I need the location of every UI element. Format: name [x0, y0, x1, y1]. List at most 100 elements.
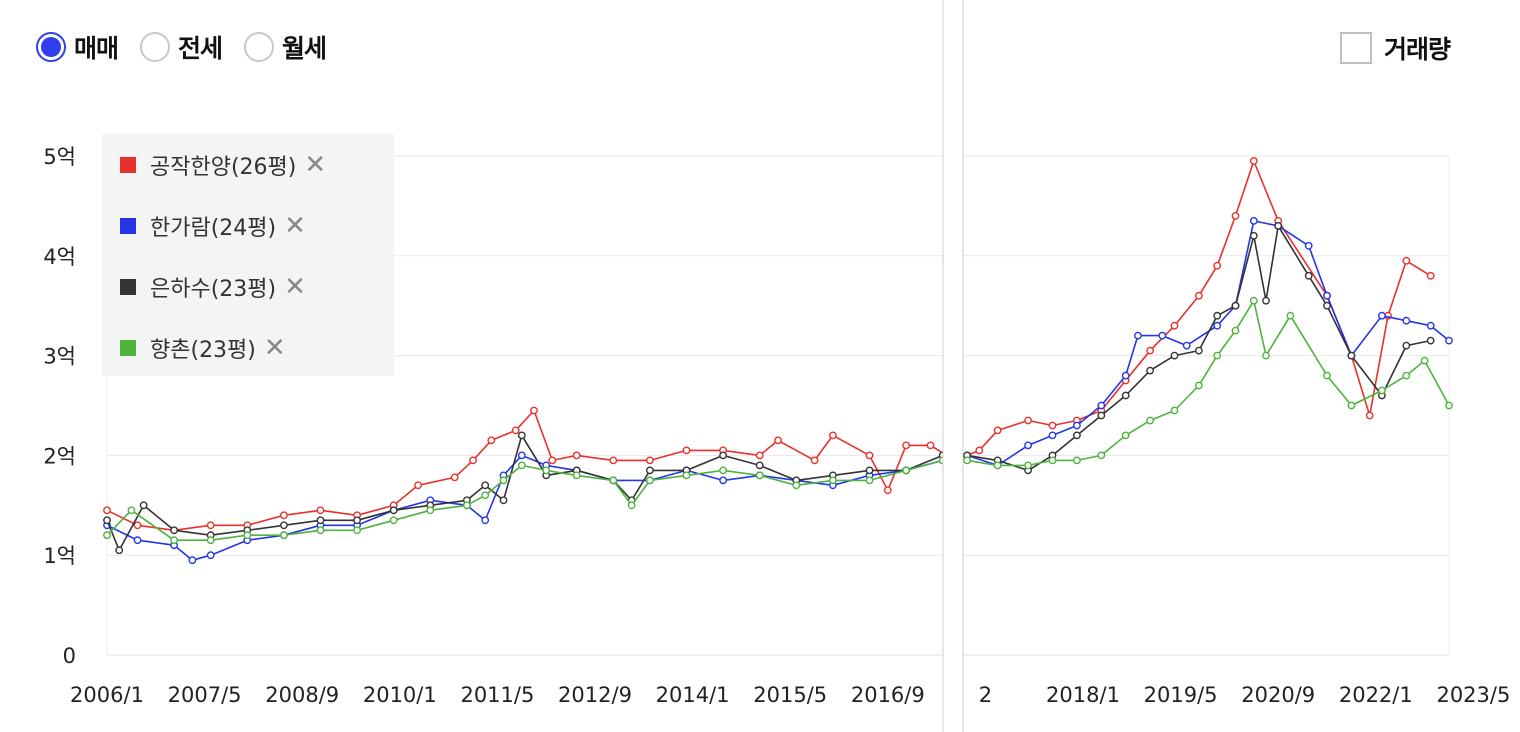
data-point	[499, 476, 508, 485]
data-point	[1426, 271, 1435, 280]
data-point	[627, 501, 636, 510]
close-icon[interactable]: ✕	[263, 333, 286, 363]
close-icon[interactable]: ✕	[284, 272, 306, 302]
data-point	[1170, 406, 1179, 415]
x-tick-label: 2022/1	[1339, 683, 1413, 707]
data-point	[572, 471, 581, 480]
x-tick-label: 2011/5	[460, 683, 534, 707]
data-point	[719, 476, 727, 485]
data-point	[206, 551, 215, 560]
data-point	[1195, 381, 1203, 390]
data-point	[646, 456, 654, 465]
y-tick-label: 3억	[43, 345, 76, 369]
data-point	[548, 456, 557, 465]
x-tick-label: 2014/1	[656, 683, 730, 707]
data-point	[469, 456, 477, 465]
data-point	[1378, 386, 1386, 395]
data-point	[188, 556, 197, 565]
data-point	[1304, 271, 1313, 280]
close-icon[interactable]: ✕	[284, 211, 306, 241]
x-tick-label: 2020/9	[1241, 683, 1315, 707]
series-line	[106, 160, 1432, 532]
radio-jeonse-label: 전세	[178, 34, 223, 63]
data-point	[1402, 341, 1411, 350]
x-tick-label: 2012/9	[558, 683, 632, 707]
data-point	[1097, 451, 1106, 460]
data-point	[389, 516, 398, 525]
trade-type-selector: 매매 전세 월세	[36, 28, 348, 66]
legend-label: 공작한양(26평)	[150, 155, 297, 180]
legend-swatch	[120, 340, 136, 356]
data-point	[1249, 296, 1258, 305]
radio-jeonse-indicator[interactable]	[140, 32, 171, 62]
data-point	[481, 516, 490, 525]
data-point	[1249, 231, 1258, 240]
data-point	[755, 471, 764, 480]
y-tick-label: 0	[63, 644, 76, 668]
data-point	[1213, 321, 1222, 330]
data-point	[1146, 366, 1155, 375]
y-tick-label: 1억	[43, 544, 76, 568]
data-point	[103, 516, 111, 525]
data-point	[774, 436, 782, 445]
radio-sale-label: 매매	[74, 34, 119, 63]
data-point	[1426, 336, 1435, 345]
data-point	[133, 521, 142, 530]
data-point	[865, 466, 874, 475]
data-point	[1213, 261, 1222, 270]
radio-monthly-rent-indicator[interactable]	[244, 32, 275, 62]
data-point	[1445, 401, 1453, 410]
data-point	[1426, 321, 1435, 330]
data-point	[682, 446, 691, 455]
data-point	[829, 476, 837, 485]
data-point	[1073, 431, 1081, 440]
data-point	[1048, 431, 1057, 440]
legend-swatch	[120, 279, 136, 295]
x-tick-label: 2	[979, 683, 992, 707]
data-point	[517, 451, 526, 460]
data-point	[1213, 311, 1222, 320]
data-point	[450, 473, 459, 482]
data-point	[975, 446, 984, 455]
data-point	[609, 456, 618, 465]
x-tick-label: 2006/1	[70, 683, 144, 707]
data-point	[719, 466, 727, 475]
radio-monthly-rent[interactable]: 월세	[244, 29, 327, 65]
data-point	[1304, 241, 1313, 250]
volume-toggle[interactable]: 거래량	[1340, 30, 1451, 66]
data-point	[1323, 301, 1331, 310]
data-point	[1134, 331, 1142, 340]
data-point	[1024, 461, 1033, 470]
data-point	[389, 506, 398, 515]
data-point	[481, 481, 490, 490]
data-point	[993, 461, 1002, 470]
radio-sale-indicator[interactable]	[36, 32, 66, 62]
data-point	[133, 536, 142, 545]
data-point	[1445, 336, 1453, 345]
data-point	[487, 436, 496, 445]
data-point	[1097, 411, 1106, 420]
close-icon[interactable]: ✕	[304, 150, 327, 180]
data-point	[1121, 371, 1130, 380]
data-point	[1121, 431, 1130, 440]
data-point	[1378, 311, 1386, 320]
radio-jeonse[interactable]: 전세	[140, 29, 223, 65]
data-point	[1323, 291, 1331, 300]
volume-checkbox[interactable]	[1340, 32, 1372, 64]
data-point	[1402, 371, 1411, 380]
data-point	[1286, 311, 1295, 320]
data-point	[682, 471, 691, 480]
series-line	[106, 299, 1450, 542]
data-point	[1231, 211, 1240, 220]
data-point	[414, 481, 422, 490]
data-point	[206, 536, 215, 545]
data-point	[1402, 256, 1411, 265]
data-point	[1262, 296, 1270, 305]
data-point	[1146, 416, 1155, 425]
data-point	[170, 536, 179, 545]
data-point	[755, 461, 764, 470]
data-point	[609, 476, 618, 485]
radio-sale[interactable]: 매매	[36, 29, 119, 65]
data-point	[115, 546, 124, 555]
y-tick-label: 5억	[43, 145, 76, 169]
